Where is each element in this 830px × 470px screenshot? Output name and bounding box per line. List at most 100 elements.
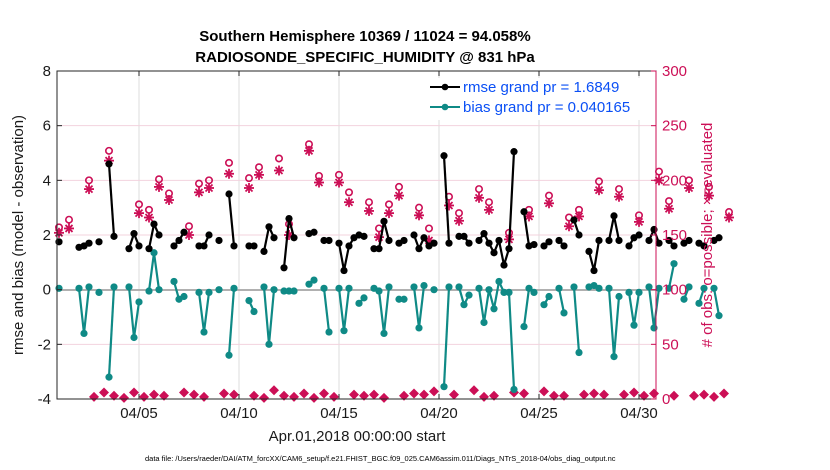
- rmse-point: [625, 242, 633, 250]
- rmse-point: [460, 232, 468, 240]
- evaluated-marker: [599, 389, 609, 400]
- evaluated-marker: [474, 192, 484, 203]
- evaluated-marker: [519, 388, 529, 399]
- possible-marker: [245, 174, 254, 183]
- bias-line: [322, 288, 331, 333]
- rmse-point: [380, 217, 388, 225]
- evaluated-marker: [274, 165, 284, 176]
- bias-point: [180, 292, 188, 301]
- possible-marker: [344, 188, 353, 197]
- rmse-point: [205, 231, 213, 239]
- bias-point: [195, 288, 203, 296]
- bias-point: [680, 295, 688, 303]
- evaluated-marker: [84, 184, 94, 195]
- x-tick-label: 04/15: [320, 405, 358, 422]
- bias-point: [170, 277, 178, 286]
- x-tick-label: 04/25: [520, 405, 558, 422]
- rmse-point: [335, 239, 343, 247]
- y2-tick-label: 250: [662, 118, 687, 135]
- axes: 04/05 04/10 04/15 04/20 04/25 04/300501001502…: [38, 63, 687, 422]
- bias-point: [595, 284, 603, 292]
- evaluated-marker: [664, 203, 674, 214]
- rmse-point: [485, 239, 493, 247]
- evaluated-marker: [349, 389, 359, 400]
- evaluated-marker: [564, 221, 574, 232]
- evaluated-marker: [134, 208, 144, 219]
- bias-point: [495, 277, 503, 286]
- evaluated-marker: [409, 388, 419, 399]
- evaluated-marker: [614, 191, 624, 202]
- rmse-point: [345, 242, 353, 250]
- evaluated-marker: [144, 212, 154, 223]
- x-axis-label: Apr.01,2018 00:00:00 start: [269, 428, 447, 445]
- possible-marker: [394, 182, 403, 191]
- evaluated-marker: [314, 177, 324, 188]
- bias-point: [625, 288, 633, 296]
- possible-marker: [85, 176, 94, 185]
- bias-line: [107, 286, 116, 378]
- rmse-line: [587, 240, 601, 271]
- y-tick-label: 4: [43, 172, 51, 189]
- rmse-point: [290, 234, 298, 242]
- bias-point: [485, 286, 493, 294]
- bias-point: [540, 301, 548, 309]
- rmse-point: [575, 231, 583, 239]
- y-axis-label: rmse and bias (model - observation): [10, 115, 27, 355]
- evaluated-marker: [639, 390, 649, 401]
- evaluated-marker: [704, 190, 714, 201]
- evaluated-marker: [539, 386, 549, 397]
- possible-marker: [155, 175, 164, 184]
- bias-point: [375, 287, 383, 295]
- possible-marker: [474, 185, 483, 194]
- possible-marker: [424, 224, 433, 233]
- evaluated-marker: [689, 390, 699, 401]
- bias-point: [85, 283, 93, 291]
- bias-point: [665, 284, 673, 292]
- bias-point: [385, 283, 393, 291]
- bias-point: [415, 324, 423, 332]
- rmse-point: [225, 190, 233, 198]
- bias-point: [420, 281, 428, 290]
- rmse-point: [700, 242, 708, 250]
- y2-tick-label: 300: [662, 63, 687, 80]
- bias-point: [410, 283, 418, 291]
- bias-point: [110, 283, 118, 291]
- rmse-point: [200, 242, 208, 250]
- bias-point: [645, 283, 653, 291]
- y2-tick-label: 100: [662, 282, 687, 299]
- evaluated-marker: [489, 390, 499, 401]
- evaluated-marker: [109, 390, 119, 401]
- bias-point: [155, 286, 163, 294]
- rmse-point: [370, 245, 378, 253]
- rmse-point: [475, 236, 483, 245]
- y-tick-label: 6: [43, 118, 51, 135]
- rmse-point: [110, 232, 118, 240]
- possible-marker: [704, 182, 713, 191]
- y-tick-label: -4: [38, 391, 51, 408]
- bias-point: [615, 292, 623, 301]
- rmse-point: [540, 242, 548, 250]
- evaluated-marker: [359, 390, 369, 401]
- evaluated-marker: [54, 227, 64, 238]
- evaluated-marker: [619, 389, 629, 400]
- bias-point: [605, 284, 613, 292]
- rmse-point: [615, 236, 623, 245]
- possible-marker: [384, 200, 393, 209]
- rmse-point: [650, 225, 658, 234]
- possible-marker: [225, 158, 234, 167]
- rmse-point: [155, 231, 163, 239]
- bias-line: [227, 288, 236, 356]
- rmse-point: [230, 242, 238, 250]
- rmse-point: [105, 160, 113, 168]
- evaluated-marker: [119, 392, 129, 403]
- bias-point: [355, 299, 363, 307]
- bias-point: [225, 351, 233, 359]
- rmse-point: [455, 232, 463, 240]
- possible-marker: [364, 198, 373, 207]
- possible-marker: [594, 177, 603, 186]
- rmse-point: [170, 242, 178, 250]
- bias-point: [340, 327, 348, 335]
- evaluated-marker: [249, 390, 259, 401]
- bias-point: [480, 318, 488, 327]
- bias-point: [505, 288, 513, 296]
